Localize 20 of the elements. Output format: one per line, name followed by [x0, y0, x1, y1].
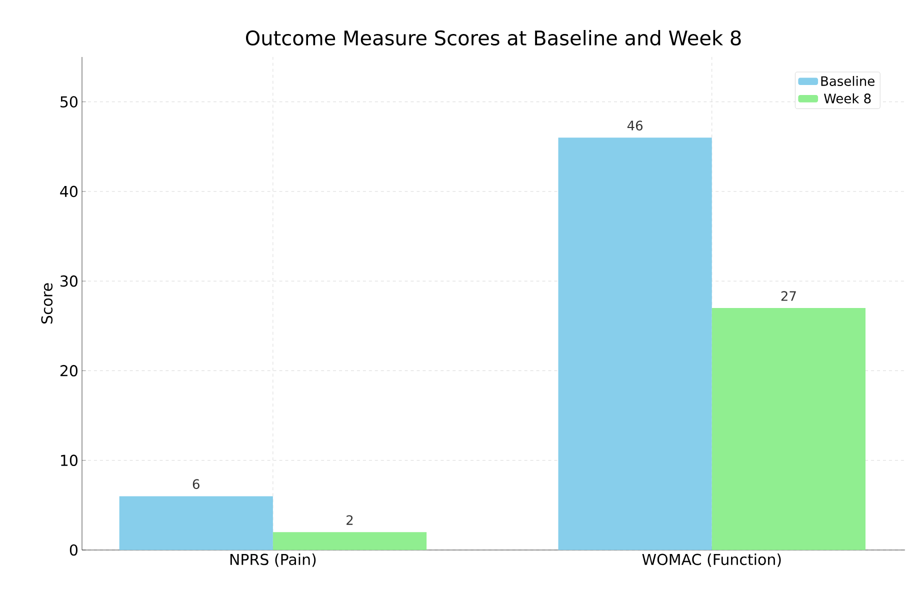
y-tick-label: 50	[60, 96, 78, 108]
y-tick-label: 10	[61, 454, 78, 466]
data-label: 46	[627, 120, 643, 130]
data-label: 6	[192, 479, 200, 490]
data-label: 27	[781, 291, 796, 301]
y-tick-label: 30	[60, 275, 78, 287]
legend-label: Baseline	[821, 76, 874, 86]
bar	[272, 532, 427, 550]
y-axis-title: Score	[41, 283, 53, 324]
y-tick-label: 0	[70, 544, 78, 556]
bar	[119, 496, 273, 550]
y-tick-label: 40	[60, 186, 78, 198]
chart-title: Outcome Measure Scores at Baseline and Week 8	[246, 30, 741, 46]
bar	[712, 308, 866, 550]
bar	[558, 138, 712, 550]
legend-label: Week 8	[824, 93, 871, 104]
y-tick-label: 20	[60, 365, 78, 376]
x-tick-label: NPRS (Pain)	[230, 554, 316, 567]
x-tick-label: WOMAC (Function)	[642, 554, 781, 567]
data-label: 2	[346, 515, 353, 525]
